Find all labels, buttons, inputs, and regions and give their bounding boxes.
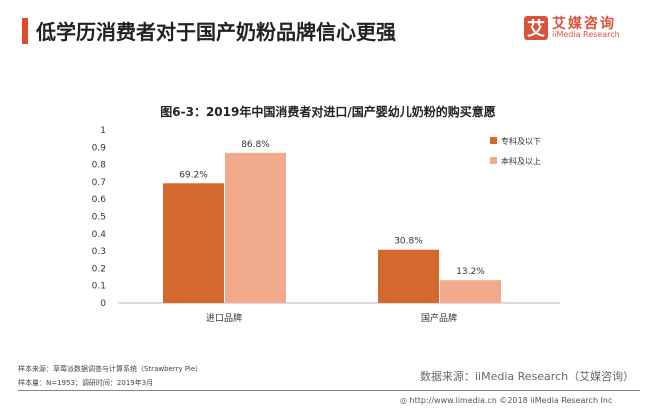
bar bbox=[225, 152, 286, 303]
legend-swatch bbox=[490, 137, 497, 144]
sample-source: 样本来源：草莓派数据调查与计算系统（Strawberry Pie） bbox=[18, 365, 203, 373]
y-tick-label: 1 bbox=[100, 126, 106, 136]
data-source: 数据来源：iiMedia Research（艾媒咨询） bbox=[420, 370, 635, 383]
title-accent-bar bbox=[22, 18, 28, 44]
y-tick-label: 0.9 bbox=[92, 143, 107, 153]
y-tick-label: 0.7 bbox=[92, 178, 106, 188]
globe-icon: ◎ bbox=[400, 396, 410, 405]
bar bbox=[378, 249, 439, 303]
bar bbox=[163, 183, 224, 303]
y-tick-label: 0.2 bbox=[92, 264, 106, 274]
legend-swatch bbox=[490, 157, 497, 164]
y-tick-label: 0.6 bbox=[92, 195, 107, 205]
logo-en: iiMedia Research bbox=[552, 30, 620, 39]
y-tick-label: 0.1 bbox=[92, 282, 106, 292]
y-tick-label: 0.4 bbox=[92, 230, 107, 240]
logo-icon: 艾 bbox=[524, 16, 548, 40]
y-tick-label: 0.5 bbox=[92, 213, 106, 223]
data-label: 13.2% bbox=[456, 267, 485, 277]
y-tick-label: 0.8 bbox=[92, 161, 107, 171]
x-tick-label: 进口品牌 bbox=[206, 312, 242, 324]
logo: 艾 艾媒咨询 iiMedia Research bbox=[524, 16, 620, 40]
sample-size: 样本量：N=1953；调研时间：2019年3月 bbox=[18, 379, 154, 387]
data-label: 30.8% bbox=[394, 237, 423, 247]
data-label: 86.8% bbox=[241, 140, 270, 150]
page-title: 低学历消费者对于国产奶粉品牌信心更强 bbox=[36, 20, 396, 44]
bar bbox=[440, 280, 501, 303]
footer-divider bbox=[18, 390, 640, 391]
copyright: ◎ http://www.iimedia.cn ©2018 iiMedia Re… bbox=[400, 396, 612, 405]
copyright-text: http://www.iimedia.cn ©2018 iiMedia Rese… bbox=[409, 396, 613, 405]
legend-label: 专科及以下 bbox=[501, 136, 541, 146]
chart-title: 图6-3：2019年中国消费者对进口/国产婴幼儿奶粉的购买意愿 bbox=[160, 105, 496, 119]
legend-label: 本科及以上 bbox=[501, 156, 541, 166]
logo-cn: 艾媒咨询 bbox=[552, 16, 616, 32]
y-tick-label: 0 bbox=[100, 299, 106, 309]
y-tick-label: 0.3 bbox=[92, 247, 106, 257]
data-label: 69.2% bbox=[179, 170, 208, 180]
x-tick-label: 国产品牌 bbox=[421, 312, 457, 324]
